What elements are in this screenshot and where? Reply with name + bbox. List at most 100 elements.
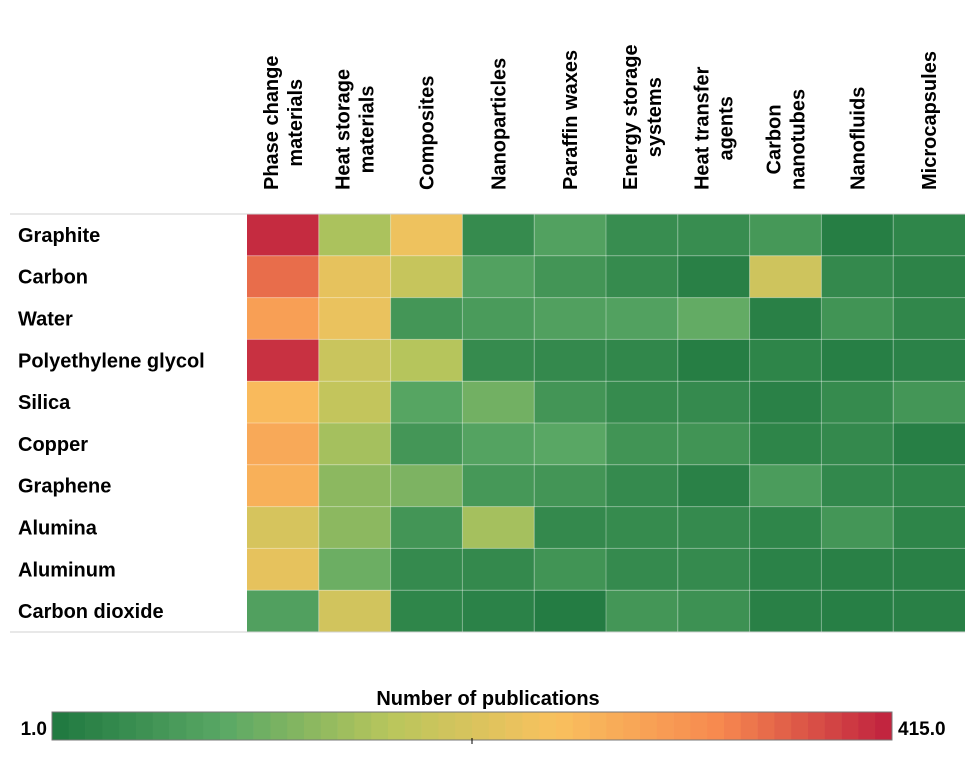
heatmap-cell: [677, 214, 750, 256]
column-label: Energy storage: [620, 44, 642, 190]
row-label: Water: [18, 309, 73, 331]
colorbar-swatch: [589, 712, 607, 740]
colorbar-swatch: [740, 712, 758, 740]
heatmap-cell: [390, 339, 463, 382]
heatmap-cell: [247, 548, 319, 591]
heatmap-cell: [390, 464, 463, 507]
heatmap-cell: [677, 590, 750, 632]
colorbar-swatch: [320, 712, 338, 740]
colorbar-swatch: [102, 712, 120, 740]
heatmap-cell: [462, 214, 535, 256]
colorbar-swatch: [85, 712, 103, 740]
heatmap-cell: [821, 297, 894, 340]
heatmap-cell: [390, 506, 463, 549]
column-label: Phase change: [261, 55, 283, 190]
colorbar-swatch: [808, 712, 826, 740]
heatmap-cell: [390, 548, 463, 591]
heatmap-cell: [821, 381, 894, 423]
heatmap-cell: [462, 339, 535, 382]
column-label: materials: [285, 79, 307, 167]
colorbar-max-label: 415.0: [898, 719, 946, 740]
heatmap-cell: [677, 464, 750, 507]
heatmap-cell: [749, 506, 822, 549]
column-label: Heat storage: [333, 69, 355, 190]
heatmap-cell: [534, 506, 606, 549]
row-label: Alumina: [18, 518, 98, 540]
colorbar-swatch: [572, 712, 590, 740]
heatmap-cell: [821, 548, 894, 591]
column-label: systems: [644, 77, 666, 157]
column-label: Paraffin waxes: [560, 50, 582, 190]
row-label: Graphite: [18, 225, 100, 247]
heatmap-cell: [677, 381, 750, 423]
colorbar-swatch: [68, 712, 86, 740]
colorbar-swatch: [186, 712, 204, 740]
heatmap-cell: [390, 214, 463, 256]
heatmap-cell: [318, 381, 391, 423]
heatmap-cell: [749, 214, 822, 256]
colorbar-swatch: [152, 712, 170, 740]
colorbar-swatch: [824, 712, 842, 740]
heatmap-cell: [677, 548, 750, 591]
heatmap-cell: [821, 423, 894, 465]
heatmap-cell: [893, 255, 965, 298]
heatmap-cell: [749, 548, 822, 591]
heatmap-cell: [318, 548, 391, 591]
colorbar-swatch: [169, 712, 187, 740]
colorbar-swatch: [304, 712, 322, 740]
heatmap-cell: [606, 381, 678, 423]
heatmap-cell: [749, 339, 822, 382]
colorbar-swatch: [136, 712, 154, 740]
heatmap-cell: [893, 339, 965, 382]
heatmap-cell: [749, 464, 822, 507]
heatmap-cell: [534, 590, 606, 632]
row-label: Silica: [18, 392, 71, 414]
heatmap-cell: [390, 297, 463, 340]
colorbar-swatch: [371, 712, 389, 740]
colorbar-swatch: [52, 712, 70, 740]
colorbar-swatch: [337, 712, 355, 740]
column-label: Carbon: [764, 104, 786, 174]
heatmap-cell: [390, 590, 463, 632]
colorbar-swatch: [488, 712, 506, 740]
heatmap-cell: [318, 423, 391, 465]
colorbar-swatch: [438, 712, 456, 740]
heatmap-cell: [462, 464, 535, 507]
heatmap-cell: [534, 464, 606, 507]
heatmap-cell: [247, 297, 319, 340]
heatmap-cell: [606, 214, 678, 256]
colorbar-swatch: [707, 712, 725, 740]
heatmap-cell: [893, 506, 965, 549]
heatmap-cell: [893, 381, 965, 423]
colorbar-swatch: [556, 712, 574, 740]
heatmap-cell: [821, 506, 894, 549]
colorbar-swatch: [606, 712, 624, 740]
heatmap-cell: [677, 339, 750, 382]
heatmap-cell: [318, 339, 391, 382]
heatmap-cell: [821, 339, 894, 382]
heatmap-cell: [318, 590, 391, 632]
row-label: Graphene: [18, 476, 111, 498]
heatmap-cell: [677, 423, 750, 465]
heatmap-cell: [318, 214, 391, 256]
column-label: Composites: [417, 76, 439, 190]
row-label: Polyethylene glycol: [18, 350, 205, 372]
column-label: Nanoparticles: [488, 58, 510, 190]
heatmap-cell: [749, 381, 822, 423]
column-label: Nanofluids: [847, 87, 869, 190]
heatmap-cell: [893, 423, 965, 465]
column-label: materials: [357, 85, 379, 173]
colorbar-swatch: [841, 712, 859, 740]
heatmap-cell: [677, 297, 750, 340]
heatmap-cell: [390, 255, 463, 298]
colorbar-swatch: [724, 712, 742, 740]
heatmap-cell: [318, 297, 391, 340]
colorbar-swatch: [203, 712, 221, 740]
colorbar-title: Number of publications: [376, 688, 599, 710]
colorbar-swatch: [690, 712, 708, 740]
colorbar-swatch: [673, 712, 691, 740]
heatmap-cell: [247, 255, 319, 298]
heatmap-cell: [318, 464, 391, 507]
colorbar-swatch: [858, 712, 876, 740]
colorbar-swatch: [220, 712, 238, 740]
